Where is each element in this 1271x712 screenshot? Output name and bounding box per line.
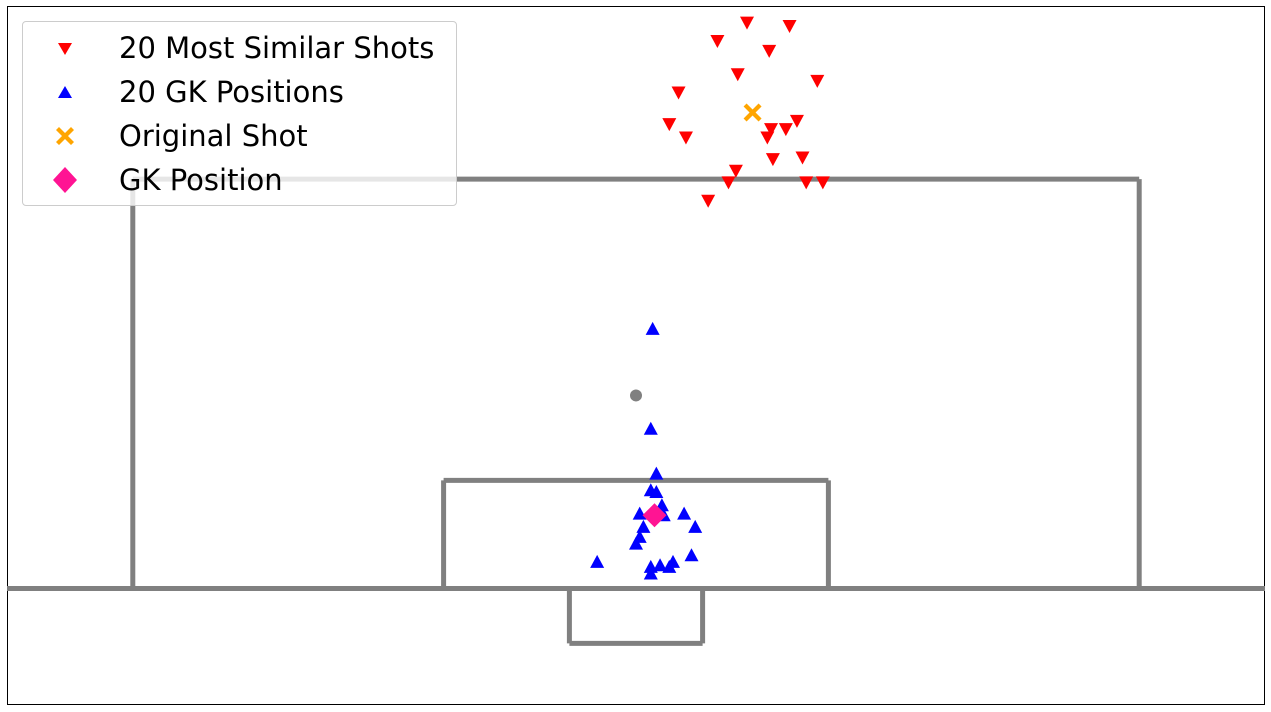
similar-shot-marker (764, 123, 779, 137)
gk-position-marker (653, 558, 668, 572)
gk-position-marker (649, 484, 664, 498)
gk-position-marker (645, 321, 660, 335)
gk-position-marker (632, 506, 647, 520)
triangle-down-icon (58, 43, 72, 55)
plot-frame (7, 6, 1265, 705)
similar-shot-marker (730, 68, 745, 82)
similar-shot-marker (762, 44, 777, 58)
similar-shot-marker (662, 118, 677, 132)
gk-position-marker (677, 506, 692, 520)
similar-shot-marker (671, 86, 686, 100)
pitch-lines (7, 176, 1265, 646)
gk-position-diamond-marker (642, 503, 667, 528)
similar-shot-marker (760, 131, 775, 145)
triangle-up-icon (58, 86, 72, 98)
similar-shot-marker (765, 153, 780, 167)
similar-shot-marker (782, 19, 797, 33)
gk-position-marker (688, 519, 703, 533)
gk-position-marker (629, 536, 643, 550)
similar-shot-marker (789, 114, 804, 128)
legend-label-original-shot: Original Shot (119, 119, 308, 153)
gk-position-marker (684, 548, 699, 562)
gk-position-marker (636, 519, 651, 533)
legend-label-gk-positions: 20 GK Positions (119, 75, 344, 109)
gk-position-marker (590, 554, 605, 568)
diamond-icon (53, 167, 77, 193)
similar-shot-marker (740, 16, 754, 30)
penalty-spot (630, 389, 642, 402)
original-shot-marker (743, 103, 762, 122)
legend-label-gk-position: GK Position (119, 163, 283, 197)
similar-shot-marker (701, 194, 716, 208)
similar-shot-marker (815, 176, 830, 190)
similar-shot-marker (721, 176, 736, 190)
gk-position-marker (649, 466, 664, 480)
similar-shot-marker (795, 151, 810, 165)
legend: 20 Most Similar Shots 20 GK Positions Or… (22, 21, 457, 206)
similar-shot-marker (710, 34, 725, 48)
gk-position-marker (643, 421, 658, 435)
similar-shot-marker (778, 123, 793, 137)
gk-position-marker (643, 566, 658, 580)
similar-shot-marker (799, 176, 814, 190)
chart-marks (590, 16, 830, 580)
legend-label-similar-shots: 20 Most Similar Shots (119, 31, 435, 65)
similar-shot-marker (810, 74, 825, 88)
x-icon (56, 127, 74, 145)
similar-shot-marker (728, 164, 743, 178)
similar-shot-marker (678, 131, 693, 145)
